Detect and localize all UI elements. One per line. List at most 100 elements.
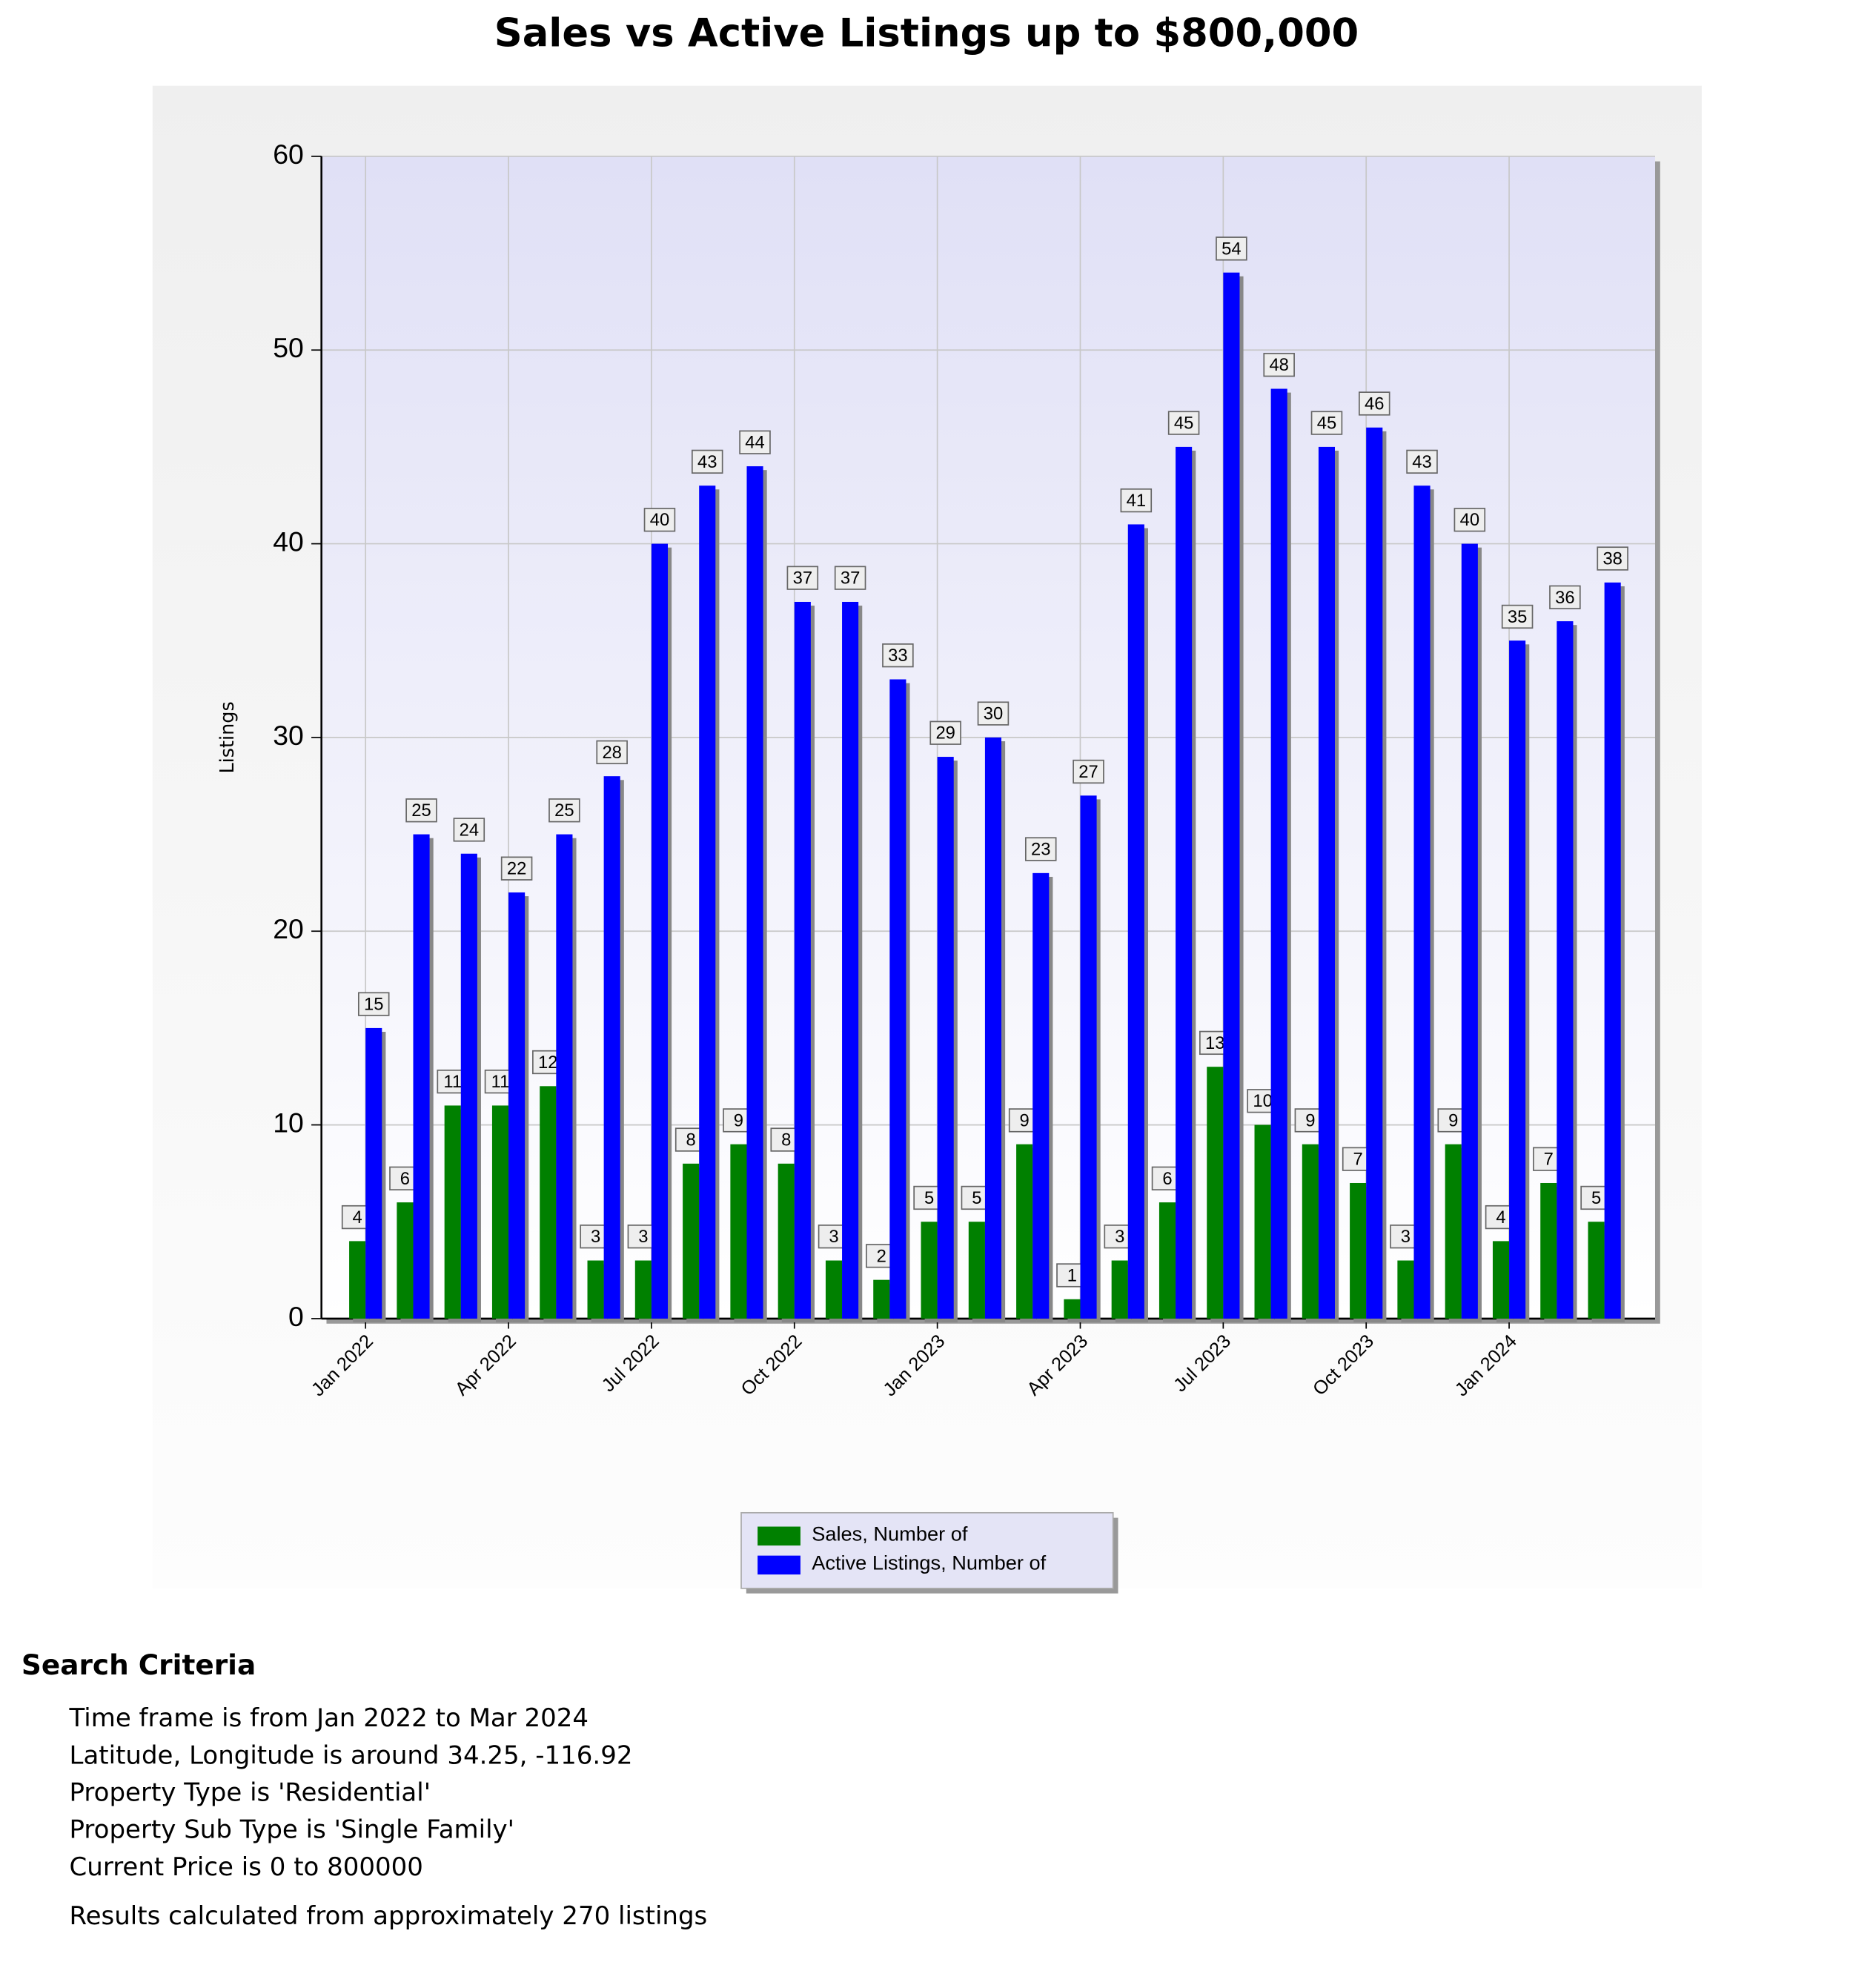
bar [587,1260,604,1319]
bar [444,1105,461,1319]
data-label: 11 [443,1072,462,1092]
data-label-box [1167,411,1200,435]
bar [1492,1241,1510,1319]
bar [651,543,669,1319]
legend-label: Sales, Number of [812,1523,968,1545]
data-label-box [1358,391,1390,416]
data-label: 40 [1460,510,1479,530]
bar [1032,872,1050,1319]
data-label-box [1549,585,1581,609]
chart-title: Sales vs Active Listings up to $800,000 [494,10,1359,56]
data-label: 12 [538,1053,557,1073]
data-label: 9 [1305,1110,1315,1130]
bar [778,1163,795,1319]
bar [921,1222,938,1319]
data-label-box [357,992,390,1016]
data-label-box [1310,411,1343,435]
data-label: 3 [1401,1227,1411,1247]
data-label: 3 [1115,1227,1124,1247]
y-tick-label: 60 [273,139,304,170]
data-label: 5 [924,1188,934,1208]
data-label: 29 [935,723,955,743]
y-axis-label: Listings [216,701,239,773]
legend [740,1511,1114,1589]
bar [491,1105,509,1319]
data-label: 25 [554,801,574,821]
search-criteria-line: Property Sub Type is 'Single Family' [70,1815,515,1845]
bar [397,1202,414,1319]
data-label-box [596,740,628,765]
y-tick-label: 10 [273,1107,304,1138]
bar [1318,446,1336,1319]
legend-swatch [758,1555,800,1575]
bar [1604,582,1621,1319]
data-label: 22 [507,859,526,879]
data-label: 2 [877,1246,886,1266]
bar [1413,486,1431,1319]
data-label-box [786,566,819,590]
bar [1509,640,1526,1319]
search-criteria-title: Search Criteria [21,1649,256,1681]
data-label: 23 [1031,840,1050,860]
data-label: 38 [1602,549,1622,569]
data-label: 45 [1317,414,1336,434]
bar [634,1260,652,1319]
data-label: 27 [1078,762,1098,782]
data-label: 9 [1448,1110,1458,1130]
bar [746,466,763,1319]
bar [1302,1144,1319,1319]
bar [1111,1260,1128,1319]
bar [1397,1260,1414,1319]
bar [683,1163,700,1319]
data-label-box [691,449,723,474]
data-label-box [1120,488,1153,513]
data-label: 13 [1205,1033,1224,1053]
y-tick-label: 40 [273,526,304,557]
bar [1557,621,1574,1319]
bar [1207,1067,1224,1319]
bar [825,1260,843,1319]
bar [508,892,526,1319]
search-criteria-line: Current Price is 0 to 800000 [70,1852,423,1882]
data-label: 35 [1508,607,1527,627]
bar [1158,1202,1176,1319]
data-label: 11 [491,1072,510,1092]
data-label: 33 [888,646,907,666]
bar [699,486,716,1319]
bar [540,1086,557,1319]
data-label: 8 [781,1130,791,1150]
data-label: 3 [591,1227,600,1247]
bar [556,834,573,1319]
data-label: 40 [650,510,669,530]
bar [365,1027,382,1319]
bar [1445,1144,1462,1319]
data-label: 24 [460,820,479,840]
bar [889,679,906,1319]
bar [1461,543,1478,1319]
bar [413,834,430,1319]
data-label: 4 [353,1207,362,1227]
data-label: 15 [364,995,383,1015]
bar [1080,795,1097,1319]
search-criteria-note: Results calculated from approximately 27… [70,1901,708,1931]
data-label: 30 [984,704,1003,724]
data-label-box [500,856,533,881]
data-label: 4 [1496,1207,1505,1227]
data-label: 9 [734,1110,743,1130]
data-label-box [1073,759,1104,784]
bar [1350,1182,1367,1319]
y-tick-label: 20 [273,913,304,944]
data-label: 43 [697,452,717,472]
data-label: 45 [1174,414,1193,434]
bar [968,1222,985,1319]
y-tick-label: 0 [288,1301,304,1332]
data-label: 46 [1365,394,1384,414]
bar [730,1144,747,1319]
data-label: 5 [1591,1188,1601,1208]
bar [603,776,620,1319]
data-label: 7 [1353,1150,1363,1170]
y-tick-label: 30 [273,720,304,751]
data-label-box [882,643,914,668]
